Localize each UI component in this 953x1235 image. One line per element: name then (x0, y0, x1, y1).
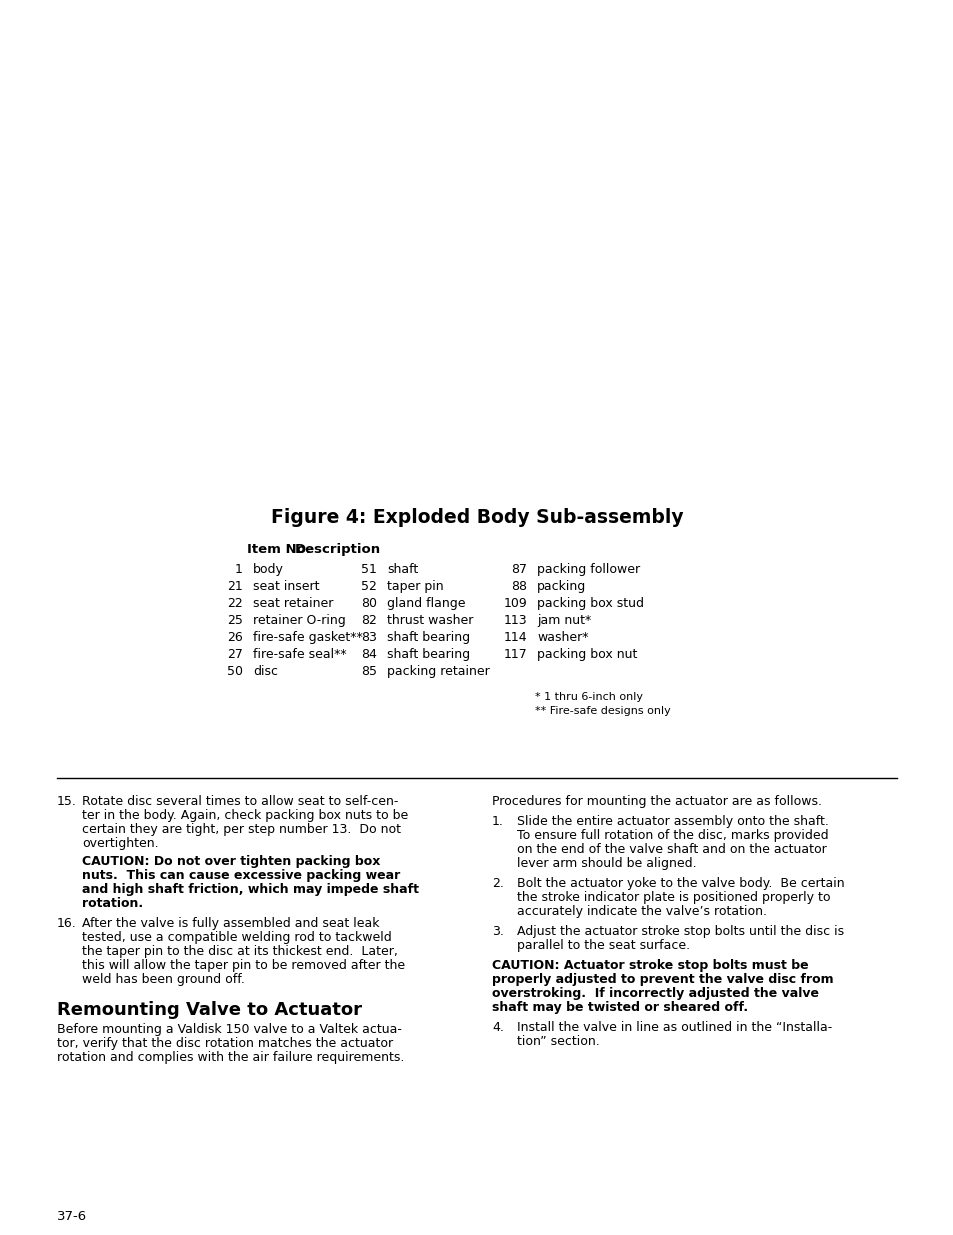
Text: ter in the body. Again, check packing box nuts to be: ter in the body. Again, check packing bo… (82, 809, 408, 823)
Text: 80: 80 (360, 597, 376, 610)
Text: Description: Description (294, 543, 381, 556)
Text: 2.: 2. (492, 877, 503, 890)
Text: Install the valve in line as outlined in the “Installa-: Install the valve in line as outlined in… (517, 1021, 831, 1034)
Text: shaft bearing: shaft bearing (387, 648, 470, 661)
Text: packing: packing (537, 580, 586, 593)
Text: taper pin: taper pin (387, 580, 443, 593)
Text: 21: 21 (227, 580, 243, 593)
Text: To ensure full rotation of the disc, marks provided: To ensure full rotation of the disc, mar… (517, 829, 828, 842)
Text: packing box stud: packing box stud (537, 597, 643, 610)
Text: Rotate disc several times to allow seat to self-cen-: Rotate disc several times to allow seat … (82, 795, 398, 808)
Text: 15.: 15. (57, 795, 77, 808)
Text: 25: 25 (227, 614, 243, 627)
Text: fire-safe seal**: fire-safe seal** (253, 648, 346, 661)
Text: Item No.: Item No. (247, 543, 311, 556)
Text: 109: 109 (503, 597, 526, 610)
Text: Slide the entire actuator assembly onto the shaft.: Slide the entire actuator assembly onto … (517, 815, 828, 827)
Text: After the valve is fully assembled and seat leak: After the valve is fully assembled and s… (82, 918, 379, 930)
Text: retainer O-ring: retainer O-ring (253, 614, 345, 627)
Text: the taper pin to the disc at its thickest end.  Later,: the taper pin to the disc at its thickes… (82, 945, 397, 958)
Text: tested, use a compatible welding rod to tackweld: tested, use a compatible welding rod to … (82, 931, 392, 944)
Text: CAUTION: Actuator stroke stop bolts must be: CAUTION: Actuator stroke stop bolts must… (492, 960, 808, 972)
Text: 82: 82 (361, 614, 376, 627)
Text: washer*: washer* (537, 631, 588, 643)
Text: fire-safe gasket**: fire-safe gasket** (253, 631, 362, 643)
Text: 1: 1 (234, 563, 243, 576)
Text: packing box nut: packing box nut (537, 648, 637, 661)
Text: disc: disc (253, 664, 277, 678)
Text: 117: 117 (503, 648, 526, 661)
Text: 85: 85 (360, 664, 376, 678)
Text: 37-6: 37-6 (57, 1210, 87, 1223)
Text: Before mounting a Valdisk 150 valve to a Valtek actua-: Before mounting a Valdisk 150 valve to a… (57, 1023, 401, 1036)
Text: 16.: 16. (57, 918, 76, 930)
Text: 83: 83 (361, 631, 376, 643)
Text: on the end of the valve shaft and on the actuator: on the end of the valve shaft and on the… (517, 844, 826, 856)
Text: accurately indicate the valve’s rotation.: accurately indicate the valve’s rotation… (517, 905, 766, 918)
Text: tor, verify that the disc rotation matches the actuator: tor, verify that the disc rotation match… (57, 1037, 393, 1050)
Text: 87: 87 (511, 563, 526, 576)
Text: 22: 22 (227, 597, 243, 610)
Text: parallel to the seat surface.: parallel to the seat surface. (517, 939, 689, 952)
Text: nuts.  This can cause excessive packing wear: nuts. This can cause excessive packing w… (82, 869, 400, 882)
Text: 114: 114 (503, 631, 526, 643)
Text: gland flange: gland flange (387, 597, 465, 610)
Text: * 1 thru 6-inch only: * 1 thru 6-inch only (535, 692, 642, 701)
Text: the stroke indicator plate is positioned properly to: the stroke indicator plate is positioned… (517, 890, 830, 904)
Text: shaft: shaft (387, 563, 417, 576)
Text: CAUTION: Do not over tighten packing box: CAUTION: Do not over tighten packing box (82, 855, 380, 868)
Text: ** Fire-safe designs only: ** Fire-safe designs only (535, 706, 670, 716)
Text: lever arm should be aligned.: lever arm should be aligned. (517, 857, 696, 869)
Text: 88: 88 (511, 580, 526, 593)
Text: 27: 27 (227, 648, 243, 661)
Text: shaft bearing: shaft bearing (387, 631, 470, 643)
Text: 1.: 1. (492, 815, 503, 827)
Text: packing retainer: packing retainer (387, 664, 489, 678)
Text: this will allow the taper pin to be removed after the: this will allow the taper pin to be remo… (82, 960, 405, 972)
Text: 4.: 4. (492, 1021, 503, 1034)
Text: overstroking.  If incorrectly adjusted the valve: overstroking. If incorrectly adjusted th… (492, 987, 818, 1000)
Text: 51: 51 (361, 563, 376, 576)
Text: seat insert: seat insert (253, 580, 319, 593)
Text: overtighten.: overtighten. (82, 837, 158, 850)
Text: body: body (253, 563, 284, 576)
Text: Procedures for mounting the actuator are as follows.: Procedures for mounting the actuator are… (492, 795, 821, 808)
Text: packing follower: packing follower (537, 563, 639, 576)
Text: Figure 4: Exploded Body Sub-assembly: Figure 4: Exploded Body Sub-assembly (271, 508, 682, 527)
Text: Remounting Valve to Actuator: Remounting Valve to Actuator (57, 1002, 361, 1019)
Text: jam nut*: jam nut* (537, 614, 591, 627)
Text: 50: 50 (227, 664, 243, 678)
Text: thrust washer: thrust washer (387, 614, 473, 627)
Text: 84: 84 (361, 648, 376, 661)
Text: rotation.: rotation. (82, 897, 143, 910)
Text: 113: 113 (503, 614, 526, 627)
Text: 26: 26 (227, 631, 243, 643)
Text: rotation and complies with the air failure requirements.: rotation and complies with the air failu… (57, 1051, 404, 1065)
Text: shaft may be twisted or sheared off.: shaft may be twisted or sheared off. (492, 1002, 747, 1014)
Text: seat retainer: seat retainer (253, 597, 333, 610)
Text: 52: 52 (361, 580, 376, 593)
Text: weld has been ground off.: weld has been ground off. (82, 973, 245, 986)
Text: 3.: 3. (492, 925, 503, 939)
Text: Adjust the actuator stroke stop bolts until the disc is: Adjust the actuator stroke stop bolts un… (517, 925, 843, 939)
Text: and high shaft friction, which may impede shaft: and high shaft friction, which may imped… (82, 883, 418, 897)
Text: properly adjusted to prevent the valve disc from: properly adjusted to prevent the valve d… (492, 973, 833, 986)
Text: Bolt the actuator yoke to the valve body.  Be certain: Bolt the actuator yoke to the valve body… (517, 877, 843, 890)
Text: certain they are tight, per step number 13.  Do not: certain they are tight, per step number … (82, 823, 400, 836)
Text: tion” section.: tion” section. (517, 1035, 599, 1049)
